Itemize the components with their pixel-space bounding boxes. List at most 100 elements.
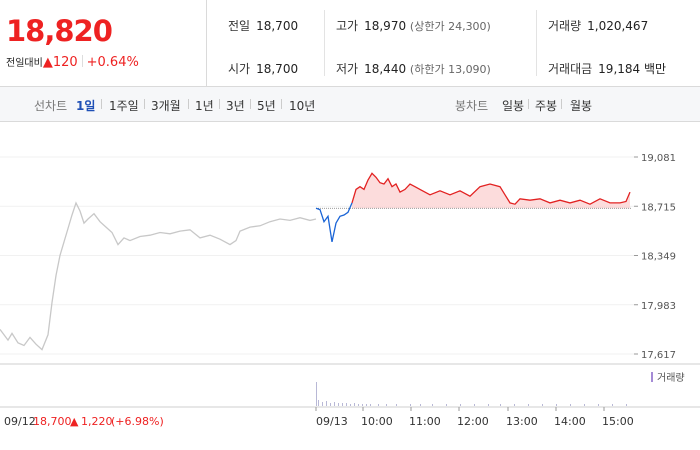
- volume-bar: [612, 404, 613, 406]
- today-down-line: [315, 202, 353, 243]
- volume-bar: [350, 404, 351, 406]
- y-axis: 19,081 18,715 18,349 17,983 17,617: [634, 153, 676, 361]
- high-label: 고가: [336, 19, 359, 33]
- volume-bar: [528, 404, 529, 406]
- x-tick-label: 10:00: [361, 415, 393, 428]
- y-tick-label: 18,715: [641, 202, 676, 213]
- x-tick-label: 11:00: [409, 415, 441, 428]
- volume-bar: [488, 404, 489, 406]
- upper-limit: (상한가 24,300): [409, 20, 491, 33]
- volume-bar: [366, 404, 367, 406]
- prev-day-date: 09/12: [4, 415, 36, 428]
- toolbar-divider: [219, 99, 220, 109]
- candle-weekly[interactable]: 주봉: [535, 99, 558, 113]
- prev-day-price: 18,700: [33, 415, 72, 428]
- prev-close-label: 전일: [228, 19, 251, 33]
- up-arrow-icon: ▲: [42, 55, 53, 70]
- volume-bar: [626, 404, 627, 406]
- volume-bar: [556, 404, 557, 406]
- volume-bar: [474, 404, 475, 406]
- change-info: 전일대비▲120 +0.64%: [6, 54, 139, 70]
- x-tick-label: 12:00: [457, 415, 489, 428]
- range-10y[interactable]: 10년: [289, 99, 316, 113]
- volume-bar: [334, 402, 335, 406]
- range-1d[interactable]: 1일: [76, 99, 96, 113]
- volume-bar: [584, 404, 585, 406]
- candle-chart-label: 봉차트: [455, 99, 489, 113]
- y-tick-label: 19,081: [641, 153, 676, 164]
- volume-bar: [500, 404, 501, 406]
- divider: [324, 10, 325, 76]
- y-tick-label: 17,617: [641, 350, 676, 361]
- prev-close-cell: 전일 18,700: [228, 17, 298, 34]
- chart-background: [0, 122, 700, 450]
- amount-cell: 거래대금 19,184 백만: [548, 60, 666, 77]
- prev-day-line: [0, 201, 317, 351]
- candle-daily[interactable]: 일봉: [502, 99, 525, 113]
- lower-limit: (하한가 13,090): [409, 63, 491, 76]
- volume-bar: [386, 404, 387, 406]
- volume-bar: [514, 404, 515, 406]
- x-tick-label: 09/13: [316, 415, 348, 428]
- volume-bar: [318, 400, 319, 406]
- quote-table: 전일 18,700 시가 18,700 고가 18,970 (상한가 24,300) …: [210, 0, 700, 86]
- range-5y[interactable]: 5년: [257, 99, 276, 113]
- low-label: 저가: [336, 62, 359, 76]
- price-chart[interactable]: 19,081 18,715 18,349 17,983 17,617 거래량 09/13…: [0, 122, 700, 450]
- volume-bar: [410, 404, 411, 406]
- x-axis: 09/13 10:00 11:00 12:00 13:00 14:00 15:00: [315, 407, 634, 428]
- volume-bar: [362, 404, 363, 406]
- change-value: 120: [52, 55, 78, 70]
- volume-bar: [378, 404, 379, 406]
- high-cell: 고가 18,970 (상한가 24,300): [336, 17, 491, 34]
- volume-bar: [322, 402, 323, 406]
- today-up-line: [351, 172, 631, 205]
- range-3m[interactable]: 3개월: [151, 99, 181, 113]
- toolbar-divider: [561, 99, 562, 109]
- prev-day-pct: (+6.98%): [111, 415, 164, 428]
- candle-monthly[interactable]: 월봉: [570, 99, 593, 113]
- toolbar-divider: [144, 99, 145, 109]
- open-cell: 시가 18,700: [228, 60, 298, 77]
- toolbar-divider: [250, 99, 251, 109]
- y-tick-label: 18,349: [641, 252, 676, 263]
- toolbar-divider: [281, 99, 282, 109]
- amount-label: 거래대금: [548, 62, 593, 76]
- range-1y[interactable]: 1년: [195, 99, 214, 113]
- low-value: 18,440: [364, 62, 407, 76]
- x-tick-label: 13:00: [506, 415, 538, 428]
- volume-label: 거래량: [548, 19, 582, 33]
- volume-bar: [326, 401, 327, 406]
- volume-bar: [446, 404, 447, 406]
- y-tick-label: 17,983: [641, 301, 676, 312]
- range-3y[interactable]: 3년: [226, 99, 245, 113]
- volume-bar: [358, 404, 359, 406]
- quote-panel: 18,820 전일대비▲120 +0.64% 전일 18,700 시가 18,700 …: [0, 0, 700, 87]
- range-1w[interactable]: 1주일: [109, 99, 139, 113]
- volume-bar: [598, 404, 599, 406]
- volume-bar: [342, 403, 343, 406]
- divider: [536, 10, 537, 76]
- volume-bar: [354, 403, 355, 406]
- x-tick-label: 15:00: [602, 415, 634, 428]
- toolbar-divider: [101, 99, 102, 109]
- current-price: 18,820: [6, 14, 113, 48]
- amount-value: 19,184: [598, 62, 641, 76]
- change-label: 전일대비: [6, 58, 43, 69]
- toolbar-divider: [528, 99, 529, 109]
- volume-bar: [316, 382, 317, 406]
- volume-bar: [338, 403, 339, 406]
- low-cell: 저가 18,440 (하한가 13,090): [336, 60, 491, 77]
- volume-bar: [570, 404, 571, 406]
- up-area-fill: [352, 173, 630, 209]
- volume-legend-swatch: [651, 372, 653, 382]
- prev-close-value: 18,700: [256, 19, 299, 33]
- volume-bar: [330, 403, 331, 406]
- high-value: 18,970: [364, 19, 407, 33]
- amount-unit: 백만: [644, 62, 667, 76]
- volume-bars: [316, 382, 627, 406]
- chart-toolbar: 선차트 1일 1주일 3개월 1년 3년 5년 10년 봉차트 일봉 주봉 월봉: [0, 87, 700, 122]
- open-value: 18,700: [256, 62, 299, 76]
- open-label: 시가: [228, 62, 251, 76]
- prev-day-change: 1,220: [81, 415, 113, 428]
